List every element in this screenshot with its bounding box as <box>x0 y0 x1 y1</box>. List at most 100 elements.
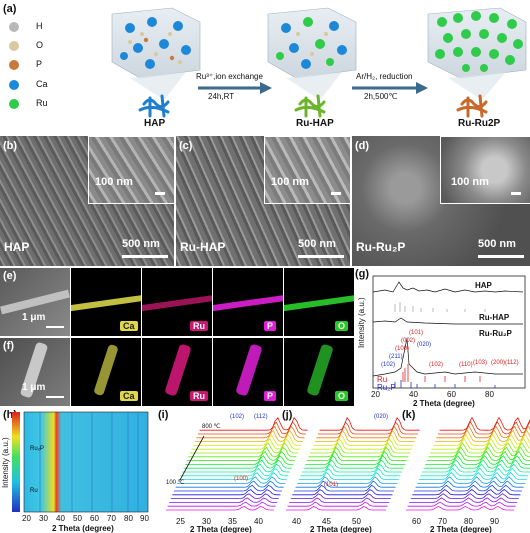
waterfall-trace <box>295 480 396 488</box>
stage-ru-ru2p: Ru-Ru2P <box>458 118 501 129</box>
waterfall-trace <box>303 459 404 469</box>
h-xtick-60: 60 <box>90 514 99 523</box>
xrd-label-ru-ru2p: Ru-Ru₂P <box>479 329 513 338</box>
waterfall-trace <box>425 455 530 465</box>
waterfall-trace <box>305 455 406 465</box>
waterfall-plots: 100 ℃ 800 ℃ (102) (112) (100) (020) (101… <box>166 414 530 533</box>
h-xtick-70: 70 <box>107 514 116 523</box>
peak-100: (100) <box>395 346 409 352</box>
peak-020: (020) <box>417 342 431 348</box>
waterfall-trace <box>410 493 519 499</box>
waterfall-trace <box>199 417 308 431</box>
waterfall-trace <box>174 484 282 492</box>
main-scalebar-c <box>298 255 344 258</box>
temp-top: 800 ℃ <box>202 424 221 430</box>
h-xtick-30: 30 <box>39 514 48 523</box>
xrd-label-ru-hap: Ru-HAP <box>479 313 510 322</box>
step1-time: 24h,RT <box>208 92 235 101</box>
waterfall-trace <box>318 421 418 435</box>
panel-f-label: (f) <box>3 340 14 352</box>
j-red-101: (101) <box>324 482 338 488</box>
panel-i-label: (i) <box>158 409 169 421</box>
legend-o: O <box>36 40 44 50</box>
h-ylabel: Intensity (a.u.) <box>1 437 10 488</box>
ru-ru2p-crystal <box>427 7 527 118</box>
panel-j-label: (j) <box>282 409 293 421</box>
waterfall-trace <box>406 505 514 511</box>
temp-bottom: 100 ℃ <box>166 480 185 486</box>
waterfall-trace <box>428 446 530 458</box>
waterfall-trace <box>177 476 286 484</box>
h-annot-ru: Ru <box>30 488 38 494</box>
ru-reference-sticks <box>402 364 481 382</box>
peak-211: (211) <box>389 354 403 360</box>
h-xtick-20: 20 <box>22 514 31 523</box>
waterfall-trace <box>170 493 279 499</box>
waterfall-trace <box>412 489 521 496</box>
peak-101: (101) <box>409 330 423 336</box>
k-xlabel: 2 Theta (degree) <box>430 525 492 533</box>
i-xtick-40: 40 <box>254 517 263 526</box>
step-arrow-2 <box>352 82 428 94</box>
sem-image-hap <box>0 136 174 266</box>
i-xtick-30: 30 <box>202 517 211 526</box>
waterfall-trace <box>185 455 294 465</box>
waterfall-trace <box>423 459 530 469</box>
i-peak-112: (112) <box>254 414 268 420</box>
j-xtick-50: 50 <box>352 517 361 526</box>
i-peak-102: (102) <box>230 414 244 420</box>
waterfall-trace <box>311 438 412 450</box>
waterfall-trace <box>167 501 276 507</box>
stage-ru-hap: Ru-HAP <box>296 118 334 129</box>
waterfall-trace <box>166 506 274 511</box>
waterfall-trace <box>186 450 295 461</box>
step2-time: 2h,500℃ <box>364 92 398 101</box>
inset-scalebar-d <box>511 192 521 195</box>
hap-crystal <box>111 7 201 118</box>
eds-scalebar-e <box>46 326 64 328</box>
peak-110: (110) <box>459 362 473 368</box>
xrd-g-xlabel: 2 Theta (degree) <box>413 399 475 408</box>
tag-e-o: O <box>335 321 349 331</box>
eds-f-sem <box>0 338 70 406</box>
waterfall-trace <box>294 484 394 492</box>
main-scale-b: 500 nm <box>122 238 160 250</box>
xrd-ru-ru2p-trace <box>372 337 523 377</box>
p-atom-icon <box>9 60 19 70</box>
waterfall-trace <box>313 433 414 446</box>
waterfall-trace <box>422 463 530 473</box>
inset-scalebar-c <box>331 192 341 195</box>
legend-ca: Ca <box>36 79 48 89</box>
peak-102-red: (102) <box>429 362 443 368</box>
legend-h: H <box>36 21 43 31</box>
panel-g-label: (g) <box>355 268 370 280</box>
h-xlabel: 2 Theta (degree) <box>52 524 114 533</box>
waterfall-trace <box>196 425 305 439</box>
peak-002: (002) <box>401 338 415 344</box>
step-arrow-1 <box>198 82 272 94</box>
xrd-g-xtick-20: 20 <box>371 390 380 399</box>
waterfall-trace <box>169 497 278 503</box>
waterfall-trace <box>409 497 518 503</box>
ru-hap-crystal <box>267 7 357 118</box>
i-red-100: (100) <box>234 476 248 482</box>
waterfall-trace <box>172 489 281 496</box>
waterfall-trace <box>190 442 298 454</box>
waterfall-trace <box>193 434 302 446</box>
panel-k-label: (k) <box>402 409 416 421</box>
xrd-label-ru2p: Ru₂P <box>377 383 396 392</box>
xrd-chart-g: Intensity (a.u.) HAP Ru-HAP Ru-Ru₂P Ru R… <box>357 275 526 408</box>
xrd-g-xtick-40: 40 <box>409 390 418 399</box>
h-annot-ru2p: Ru₂P <box>30 446 44 452</box>
waterfall-trace <box>178 472 287 480</box>
legend-ru: Ru <box>36 98 48 108</box>
panel-d-label: (d) <box>355 140 370 152</box>
panel-e-label: (e) <box>3 270 17 282</box>
ru2p-reference-sticks <box>394 380 496 388</box>
stage-hap: HAP <box>144 118 166 129</box>
waterfall-trace <box>300 467 401 477</box>
tag-e-ca: Ca <box>120 321 138 331</box>
ru-atom-icon <box>9 99 19 109</box>
waterfall-trace <box>292 489 393 496</box>
waterfall-trace <box>198 421 306 435</box>
